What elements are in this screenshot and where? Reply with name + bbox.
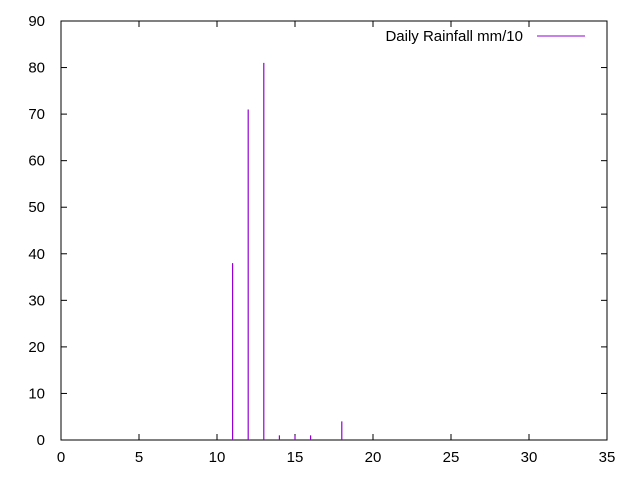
- y-tick-label: 40: [28, 246, 45, 263]
- y-tick-label: 10: [28, 385, 45, 402]
- y-tick-label: 70: [28, 106, 45, 123]
- y-tick-label: 90: [28, 13, 45, 30]
- y-tick-label: 50: [28, 199, 45, 216]
- y-tick-label: 20: [28, 339, 45, 356]
- plot-frame: [60, 20, 608, 441]
- x-tick-label: 10: [209, 449, 226, 466]
- y-tick-label: 60: [28, 153, 45, 170]
- x-tick-label: 5: [135, 449, 143, 466]
- x-tick-label: 35: [599, 449, 616, 466]
- y-tick-label: 80: [28, 60, 45, 77]
- legend-label: Daily Rainfall mm/10: [385, 28, 523, 45]
- y-tick-label: 30: [28, 292, 45, 309]
- y-tick-label: 0: [37, 432, 45, 449]
- x-tick-label: 15: [287, 449, 304, 466]
- ticks-layer: 0 5 10 15 20 25 30 35 0 10 20 30 40 50 60 70 80 90: [28, 13, 615, 466]
- x-tick-label: 30: [521, 449, 538, 466]
- impulses-layer: [232, 62, 343, 440]
- legend: Daily Rainfall mm/10: [385, 28, 585, 45]
- x-tick-label: 20: [365, 449, 382, 466]
- x-tick-label: 25: [443, 449, 460, 466]
- x-tick-label: 0: [57, 449, 65, 466]
